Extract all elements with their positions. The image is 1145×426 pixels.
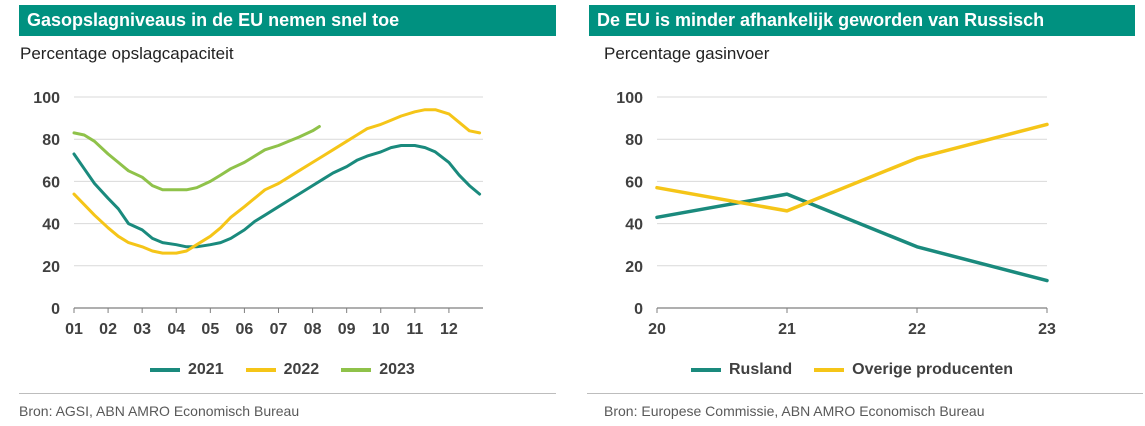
x-tick-label: 02 [99,321,117,338]
legend-label: 2021 [188,361,224,378]
legend: Rusland Overige producenten [691,360,1035,380]
y-tick-label: 0 [51,301,60,318]
legend: 2021 2022 2023 [150,360,437,380]
legend-label: Rusland [729,361,793,378]
x-tick-label: 23 [1038,321,1056,338]
y-tick-label: 20 [625,259,643,276]
footer-divider [19,393,556,394]
series-line-rusland [655,192,1049,283]
legend-item: Rusland [691,361,792,379]
legend-item: Overige producenten [814,361,1013,379]
x-tick-label: 11 [406,321,423,338]
import-panel: De EU is minder afhankelijk geworden van… [587,0,1145,426]
x-tick-label: 04 [167,321,185,338]
x-tick-label: 21 [778,321,796,338]
y-tick-label: 60 [625,174,643,191]
x-tick-label: 03 [133,321,151,338]
legend-swatch [150,368,180,372]
legend-swatch [691,368,721,372]
y-tick-label: 100 [33,90,60,107]
legend-swatch [245,368,276,372]
storage-panel: Gasopslagniveaus in de EU nemen snel toe… [0,0,557,426]
x-tick-label: 10 [372,321,390,338]
series-line-2023 [72,125,321,192]
panel-subtitle: Percentage gasinvoer [604,44,770,63]
y-tick-label: 20 [42,259,60,276]
panel-title: De EU is minder afhankelijk geworden van… [589,5,1135,36]
series-line-overige-producenten [655,122,1049,213]
y-tick-label: 100 [616,90,643,107]
source-note: Bron: AGSI, ABN AMRO Economisch Bureau [19,403,300,419]
x-tick-label: 01 [65,321,83,338]
series-line-2021 [72,144,482,249]
legend-item: 2023 [341,361,415,379]
legend-label: 2023 [379,361,415,378]
storage-chart: 0 20 40 60 80 100 01 02 03 04 05 06 07 08 09 10 11 12 [33,90,483,338]
legend-swatch [341,368,372,372]
y-tick-label: 80 [42,132,60,149]
x-tick-label: 20 [648,321,666,338]
legend-item: 2021 [150,361,224,379]
y-tick-label: 60 [42,174,60,191]
import-chart: 0 20 40 60 80 100 20 21 22 23 [616,90,1056,338]
y-tick-label: 80 [625,132,643,149]
legend-label: Overige producenten [852,361,1014,378]
x-tick-label: 22 [908,321,926,338]
legend-item: 2022 [245,361,320,379]
series-line-2022 [72,108,482,255]
y-tick-label: 40 [42,217,60,234]
legend-label: 2022 [283,361,320,378]
x-tick-label: 07 [270,321,288,338]
x-tick-label: 05 [201,321,219,338]
x-tick-label: 09 [338,321,356,338]
panel-subtitle: Percentage opslagcapaciteit [20,44,234,63]
footer-divider [587,393,1143,394]
x-tick-label: 12 [440,321,458,338]
y-tick-label: 40 [625,217,643,234]
y-tick-label: 0 [634,301,643,318]
x-tick-label: 08 [304,321,322,338]
x-tick-label: 06 [236,321,254,338]
legend-swatch [814,368,845,372]
source-note: Bron: Europese Commissie, ABN AMRO Econo… [604,403,985,419]
panel-title: Gasopslagniveaus in de EU nemen snel toe [19,5,556,36]
